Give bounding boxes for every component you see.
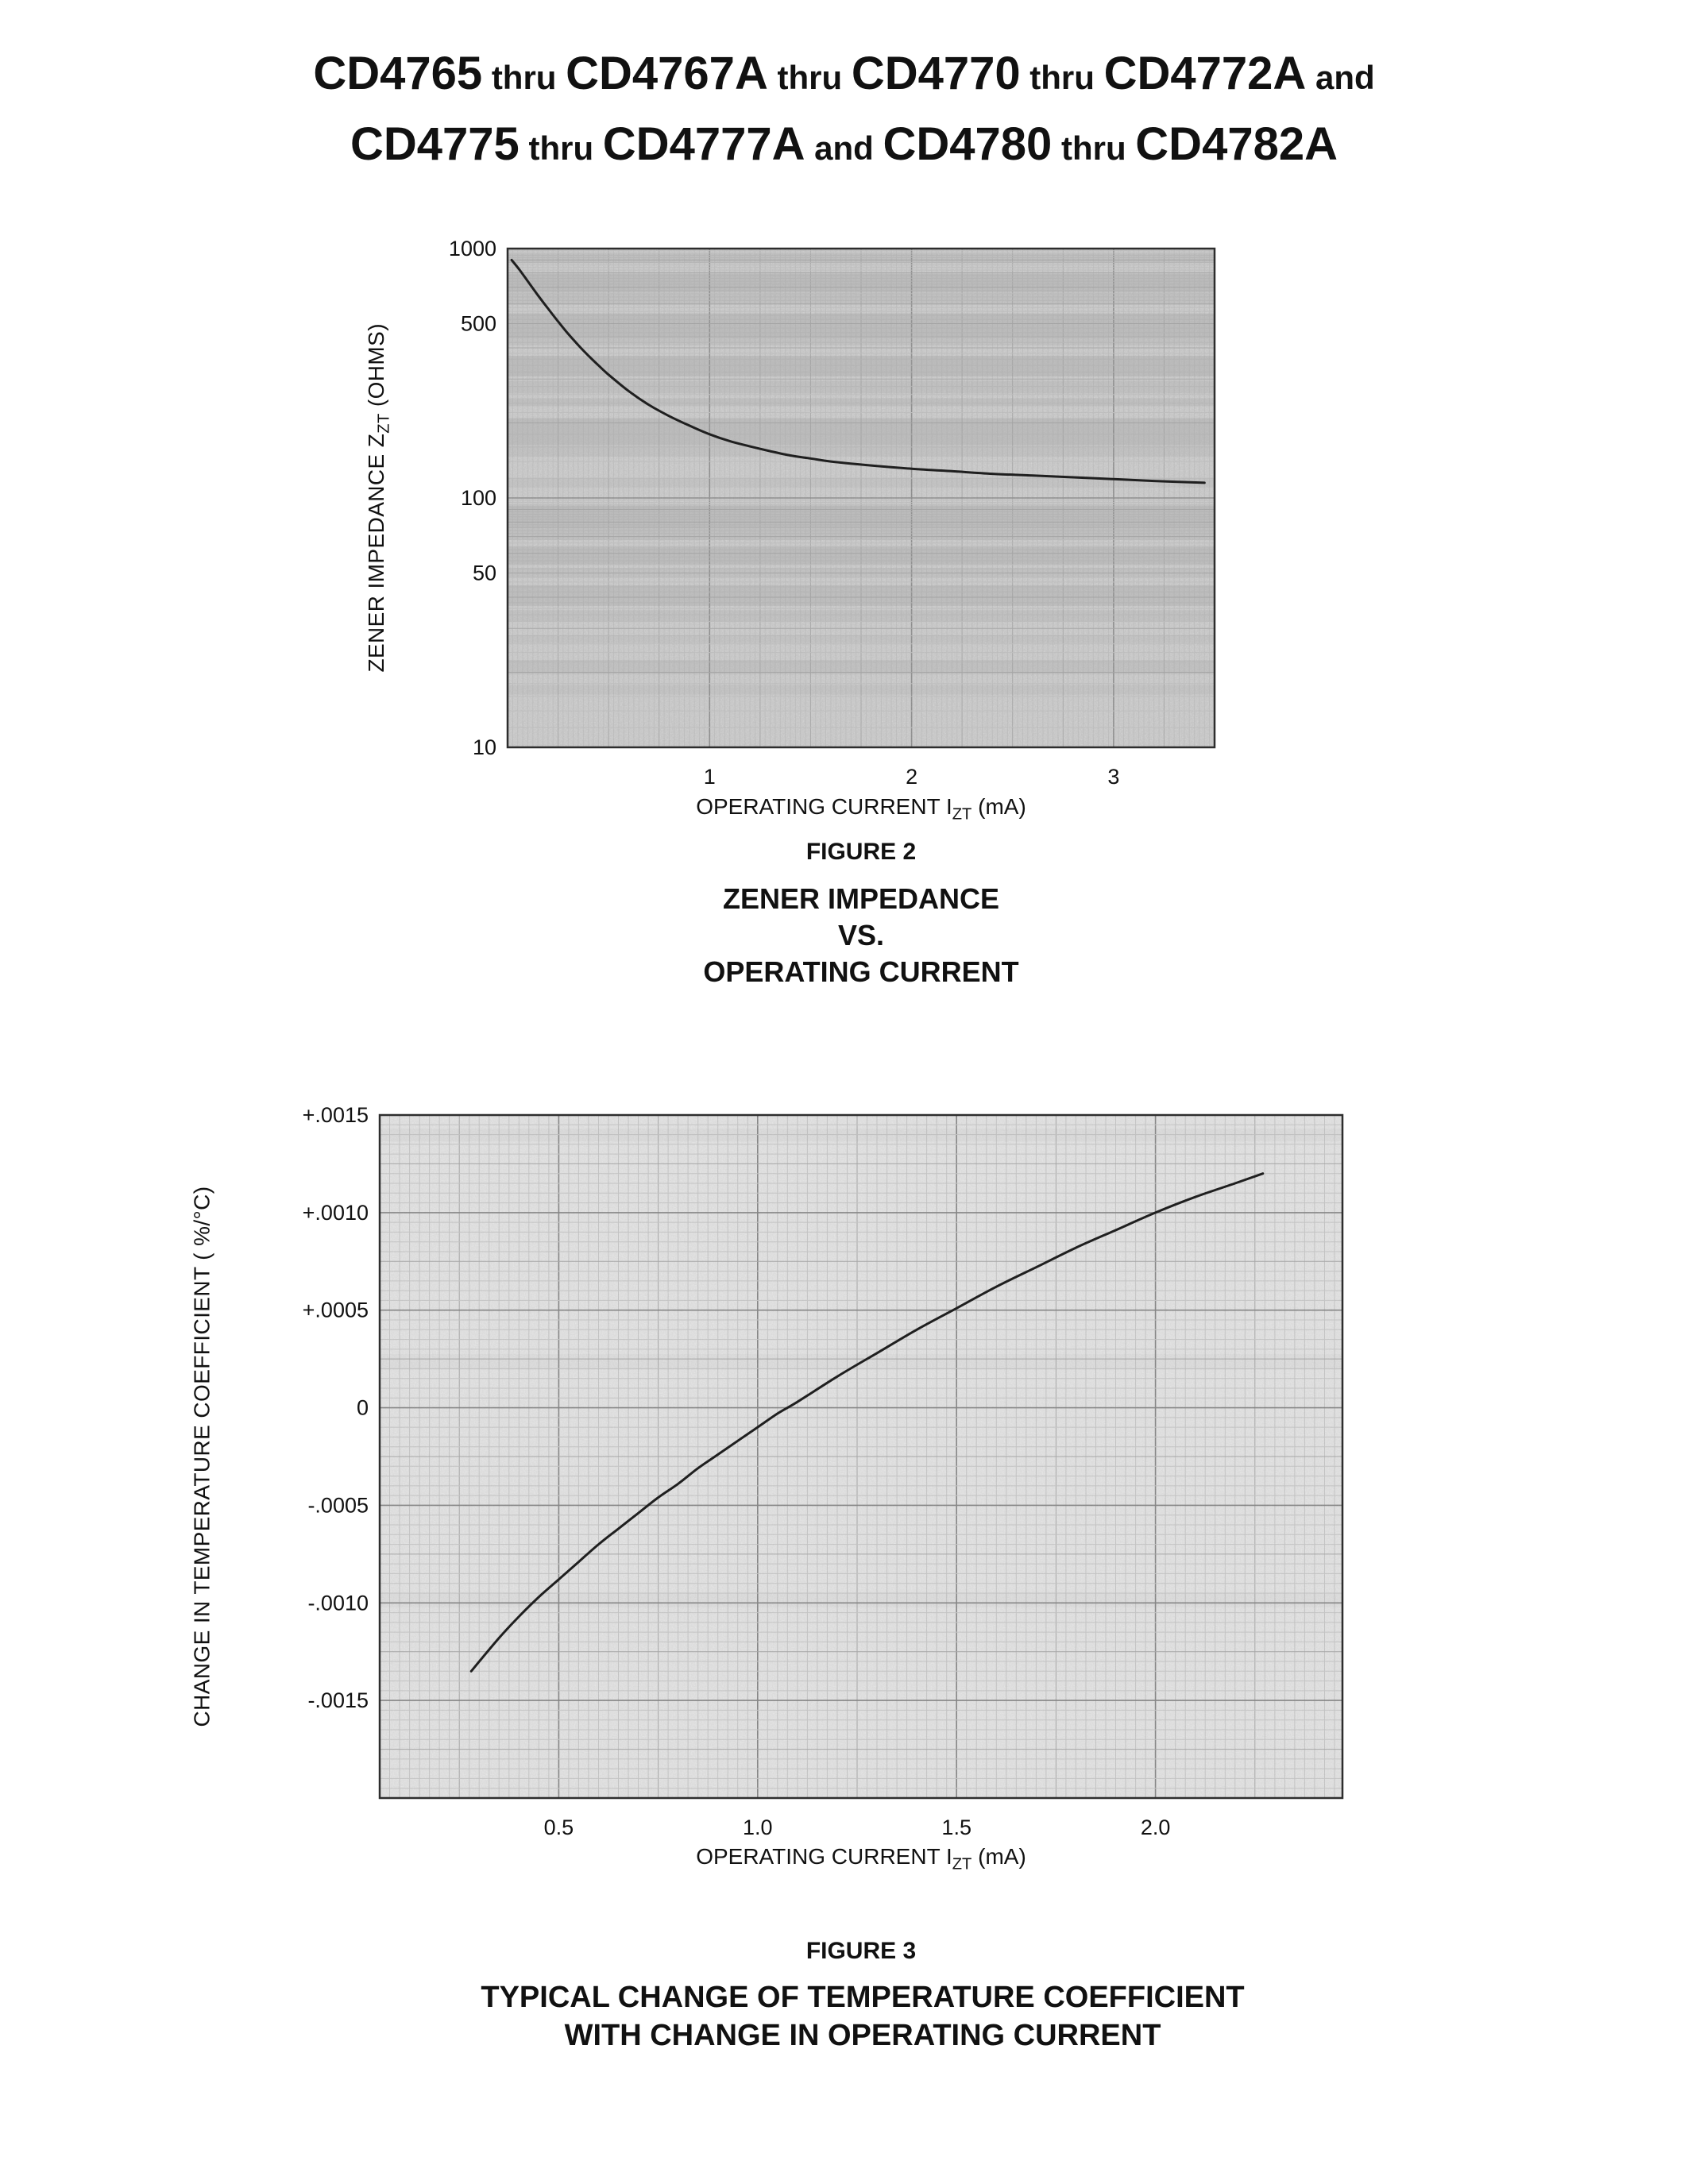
x-tick-label: 2.0 — [1141, 1815, 1171, 1839]
figure2-title-line2: VS. — [837, 919, 885, 951]
title-segment: CD4767A — [566, 48, 768, 99]
figure2-x-axis-label: OPERATING CURRENT IZT (mA) — [508, 794, 1215, 824]
fig3-canvas: +.0015 +.0010 +.0005 0 -.0005 -.0010 -.0015 0.5… — [303, 1103, 1344, 1839]
scan-noise — [508, 249, 1215, 747]
label-text: (OHMS) — [364, 323, 389, 414]
title-segment: and — [1306, 59, 1375, 96]
label-text: OPERATING CURRENT I — [696, 794, 952, 819]
figure3-caption: FIGURE 3 — [805, 1938, 917, 1964]
plot-border — [378, 1113, 1344, 1800]
temperature-coefficient-change-curve — [469, 1172, 1265, 1673]
figure3-x-axis-label: OPERATING CURRENT IZT (mA) — [380, 1844, 1342, 1874]
x-tick-label: 2 — [906, 765, 917, 789]
figure3-chart: +.0015 +.0010 +.0005 0 -.0005 -.0010 -.0015 0.5… — [191, 1091, 1350, 1885]
figure2-y-axis-label: ZENER IMPEDANCE ZZT (OHMS) — [361, 249, 396, 747]
tick-labels: +.0015 +.0010 +.0005 0 -.0005 -.0010 -.0015 0.5… — [303, 1103, 1171, 1839]
y-tick-label: +.0015 — [303, 1103, 369, 1127]
figure3-title-line2: WITH CHANGE IN OPERATING CURRENT — [564, 2019, 1161, 2052]
title-segment: thru — [1052, 129, 1136, 167]
figure2-caption: FIGURE 2 — [805, 839, 917, 865]
y-tick-label: 0 — [357, 1396, 369, 1420]
title-segment: CD4765 — [313, 48, 483, 99]
page-title-line2: CD4775 thru CD4777A and CD4780 thru CD47… — [0, 115, 1688, 186]
title-segment: and — [805, 129, 883, 167]
label-text: (mA) — [971, 1844, 1026, 1869]
figure2-title-line1: ZENER IMPEDANCE — [722, 882, 1000, 915]
title-segment: thru — [767, 59, 852, 96]
title-segment: CD4777A — [602, 118, 805, 170]
label-text: (mA) — [971, 794, 1026, 819]
zener-impedance-curve — [510, 258, 1206, 484]
figure2-title-line3: OPERATING CURRENT — [703, 955, 1019, 988]
figure2-chart: 1000 500 100 50 10 1 2 3 — [412, 225, 1223, 805]
y-tick-label: +.0005 — [303, 1298, 369, 1322]
page-title-line1: CD4765 thru CD4767A thru CD4770 thru CD4… — [0, 44, 1688, 115]
x-tick-label: 1.0 — [743, 1815, 773, 1839]
y-tick-label: 10 — [473, 735, 496, 759]
x-tick-label: 0.5 — [544, 1815, 574, 1839]
y-tick-label: 100 — [461, 486, 496, 510]
subscript-zt: ZT — [952, 805, 972, 824]
tick-labels: 1000 500 100 50 10 1 2 3 — [449, 237, 1119, 789]
x-tick-label: 3 — [1107, 765, 1119, 789]
label-text: ZENER IMPEDANCE Z — [364, 433, 389, 673]
title-segment: CD4772A — [1103, 48, 1307, 99]
fig2-canvas: 1000 500 100 50 10 1 2 3 — [449, 237, 1216, 789]
y-tick-label: -.0015 — [307, 1688, 369, 1712]
title-segment: thru — [482, 59, 566, 96]
y-tick-label: -.0005 — [307, 1493, 369, 1517]
title-segment: thru — [519, 129, 603, 167]
figure2-y-axis-label-text: ZENER IMPEDANCE ZZT (OHMS) — [364, 323, 394, 673]
y-tick-label: -.0010 — [307, 1591, 369, 1615]
y-tick-label: +.0010 — [303, 1201, 369, 1225]
subscript-zt: ZT — [375, 413, 393, 434]
label-text: OPERATING CURRENT I — [696, 1844, 952, 1869]
x-tick-label: 1.5 — [941, 1815, 971, 1839]
scan-noise — [380, 1115, 1342, 1798]
x-tick-label: 1 — [704, 765, 716, 789]
y-tick-label: 1000 — [449, 237, 496, 260]
page-title: CD4765 thru CD4767A thru CD4770 thru CD4… — [0, 44, 1688, 186]
title-segment: CD4782A — [1135, 118, 1338, 170]
title-segment: CD4775 — [350, 118, 520, 170]
title-segment: thru — [1020, 59, 1104, 96]
plot-border — [506, 247, 1216, 749]
y-tick-label: 500 — [461, 312, 496, 336]
y-tick-label: 50 — [473, 561, 496, 585]
subscript-zt: ZT — [952, 1855, 972, 1873]
title-segment: CD4770 — [851, 48, 1021, 99]
figure3-title-line1: TYPICAL CHANGE OF TEMPERATURE COEFFICIEN… — [481, 1981, 1245, 2014]
title-segment: CD4780 — [883, 118, 1053, 170]
